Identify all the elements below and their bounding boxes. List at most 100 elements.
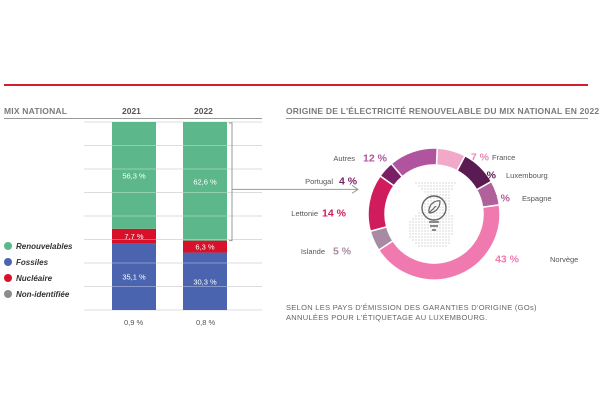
map-dot: [442, 239, 444, 241]
map-dot: [439, 185, 441, 187]
map-dot: [439, 191, 441, 193]
legend-label-nucleaire: Nucléaire: [16, 274, 53, 283]
map-dot: [448, 182, 450, 184]
slice-label-autres: Autres: [333, 154, 355, 163]
map-dot: [436, 239, 438, 241]
map-dot: [445, 194, 447, 196]
map-dot: [430, 206, 432, 208]
map-dot: [430, 236, 432, 238]
map-dot: [427, 212, 429, 214]
map-dot: [424, 191, 426, 193]
map-dot: [436, 194, 438, 196]
map-dot: [427, 230, 429, 232]
map-dot: [442, 242, 444, 244]
map-dot: [424, 206, 426, 208]
slice-value-luxembourg: 9 %: [478, 170, 497, 182]
map-dot: [427, 194, 429, 196]
map-dot: [442, 185, 444, 187]
map-dot: [448, 242, 450, 244]
map-dot: [451, 188, 453, 190]
map-dot: [448, 221, 450, 223]
map-dot: [415, 215, 417, 217]
map-dot: [412, 227, 414, 229]
bar-segment-fossiles-2022: [183, 252, 227, 310]
map-dot: [427, 239, 429, 241]
map-dot: [418, 185, 420, 187]
map-dot: [421, 239, 423, 241]
map-dot: [436, 215, 438, 217]
map-dot: [436, 245, 438, 247]
donut-footnote: SELON LES PAYS D'ÉMISSION DES GARANTIES …: [286, 303, 537, 323]
renewables-bracket: [229, 122, 233, 242]
map-dot: [433, 233, 435, 235]
map-dot: [445, 218, 447, 220]
map-dot: [442, 233, 444, 235]
map-dot: [442, 194, 444, 196]
map-dot: [415, 242, 417, 244]
map-dot: [424, 221, 426, 223]
map-dot: [451, 233, 453, 235]
map-dot: [448, 188, 450, 190]
map-dot: [427, 191, 429, 193]
map-dot: [436, 230, 438, 232]
map-dot: [427, 209, 429, 211]
bar-segment-nucleaire-2022: [183, 240, 227, 253]
legend-item-renouvelables: Renouvelables: [4, 242, 72, 251]
map-dot: [427, 242, 429, 244]
map-dot: [445, 182, 447, 184]
map-dot: [415, 221, 417, 223]
map-dot: [436, 203, 438, 205]
map-dot: [433, 236, 435, 238]
map-dot: [448, 209, 450, 211]
map-dot: [430, 242, 432, 244]
map-dot: [424, 203, 426, 205]
map-dot: [433, 188, 435, 190]
map-dot: [436, 233, 438, 235]
map-dot: [427, 188, 429, 190]
legend-item-nucleaire: Nucléaire: [4, 274, 52, 283]
map-dot: [451, 224, 453, 226]
map-dot: [415, 218, 417, 220]
map-dot: [448, 185, 450, 187]
legend-swatch-nucleaire: [4, 274, 12, 282]
map-dot: [412, 221, 414, 223]
map-dot: [439, 242, 441, 244]
map-dot: [439, 239, 441, 241]
luxembourg-map-icon: [409, 182, 456, 247]
map-dot: [442, 218, 444, 220]
map-dot: [409, 230, 411, 232]
map-dot: [427, 245, 429, 247]
leaf-icon: [428, 200, 441, 214]
map-dot: [448, 206, 450, 208]
map-dot: [442, 230, 444, 232]
map-dot: [418, 218, 420, 220]
map-dot: [430, 245, 432, 247]
map-dot: [439, 233, 441, 235]
map-dot: [415, 239, 417, 241]
map-dot: [421, 236, 423, 238]
map-dot: [424, 218, 426, 220]
map-dot: [448, 197, 450, 199]
map-dot: [415, 236, 417, 238]
map-dot: [409, 227, 411, 229]
map-dot: [424, 209, 426, 211]
map-dot: [445, 224, 447, 226]
map-dot: [430, 188, 432, 190]
map-dot: [412, 233, 414, 235]
map-dot: [445, 227, 447, 229]
map-dot: [445, 215, 447, 217]
map-dot: [439, 224, 441, 226]
map-dot: [427, 200, 429, 202]
year-label-2022: 2022: [194, 106, 213, 116]
map-dot: [418, 182, 420, 184]
map-dot: [430, 215, 432, 217]
map-dot: [430, 233, 432, 235]
map-dot: [448, 239, 450, 241]
map-dot: [448, 212, 450, 214]
map-dot: [433, 239, 435, 241]
map-dot: [442, 197, 444, 199]
map-dot: [448, 233, 450, 235]
map-dot: [433, 242, 435, 244]
map-dot: [433, 197, 435, 199]
